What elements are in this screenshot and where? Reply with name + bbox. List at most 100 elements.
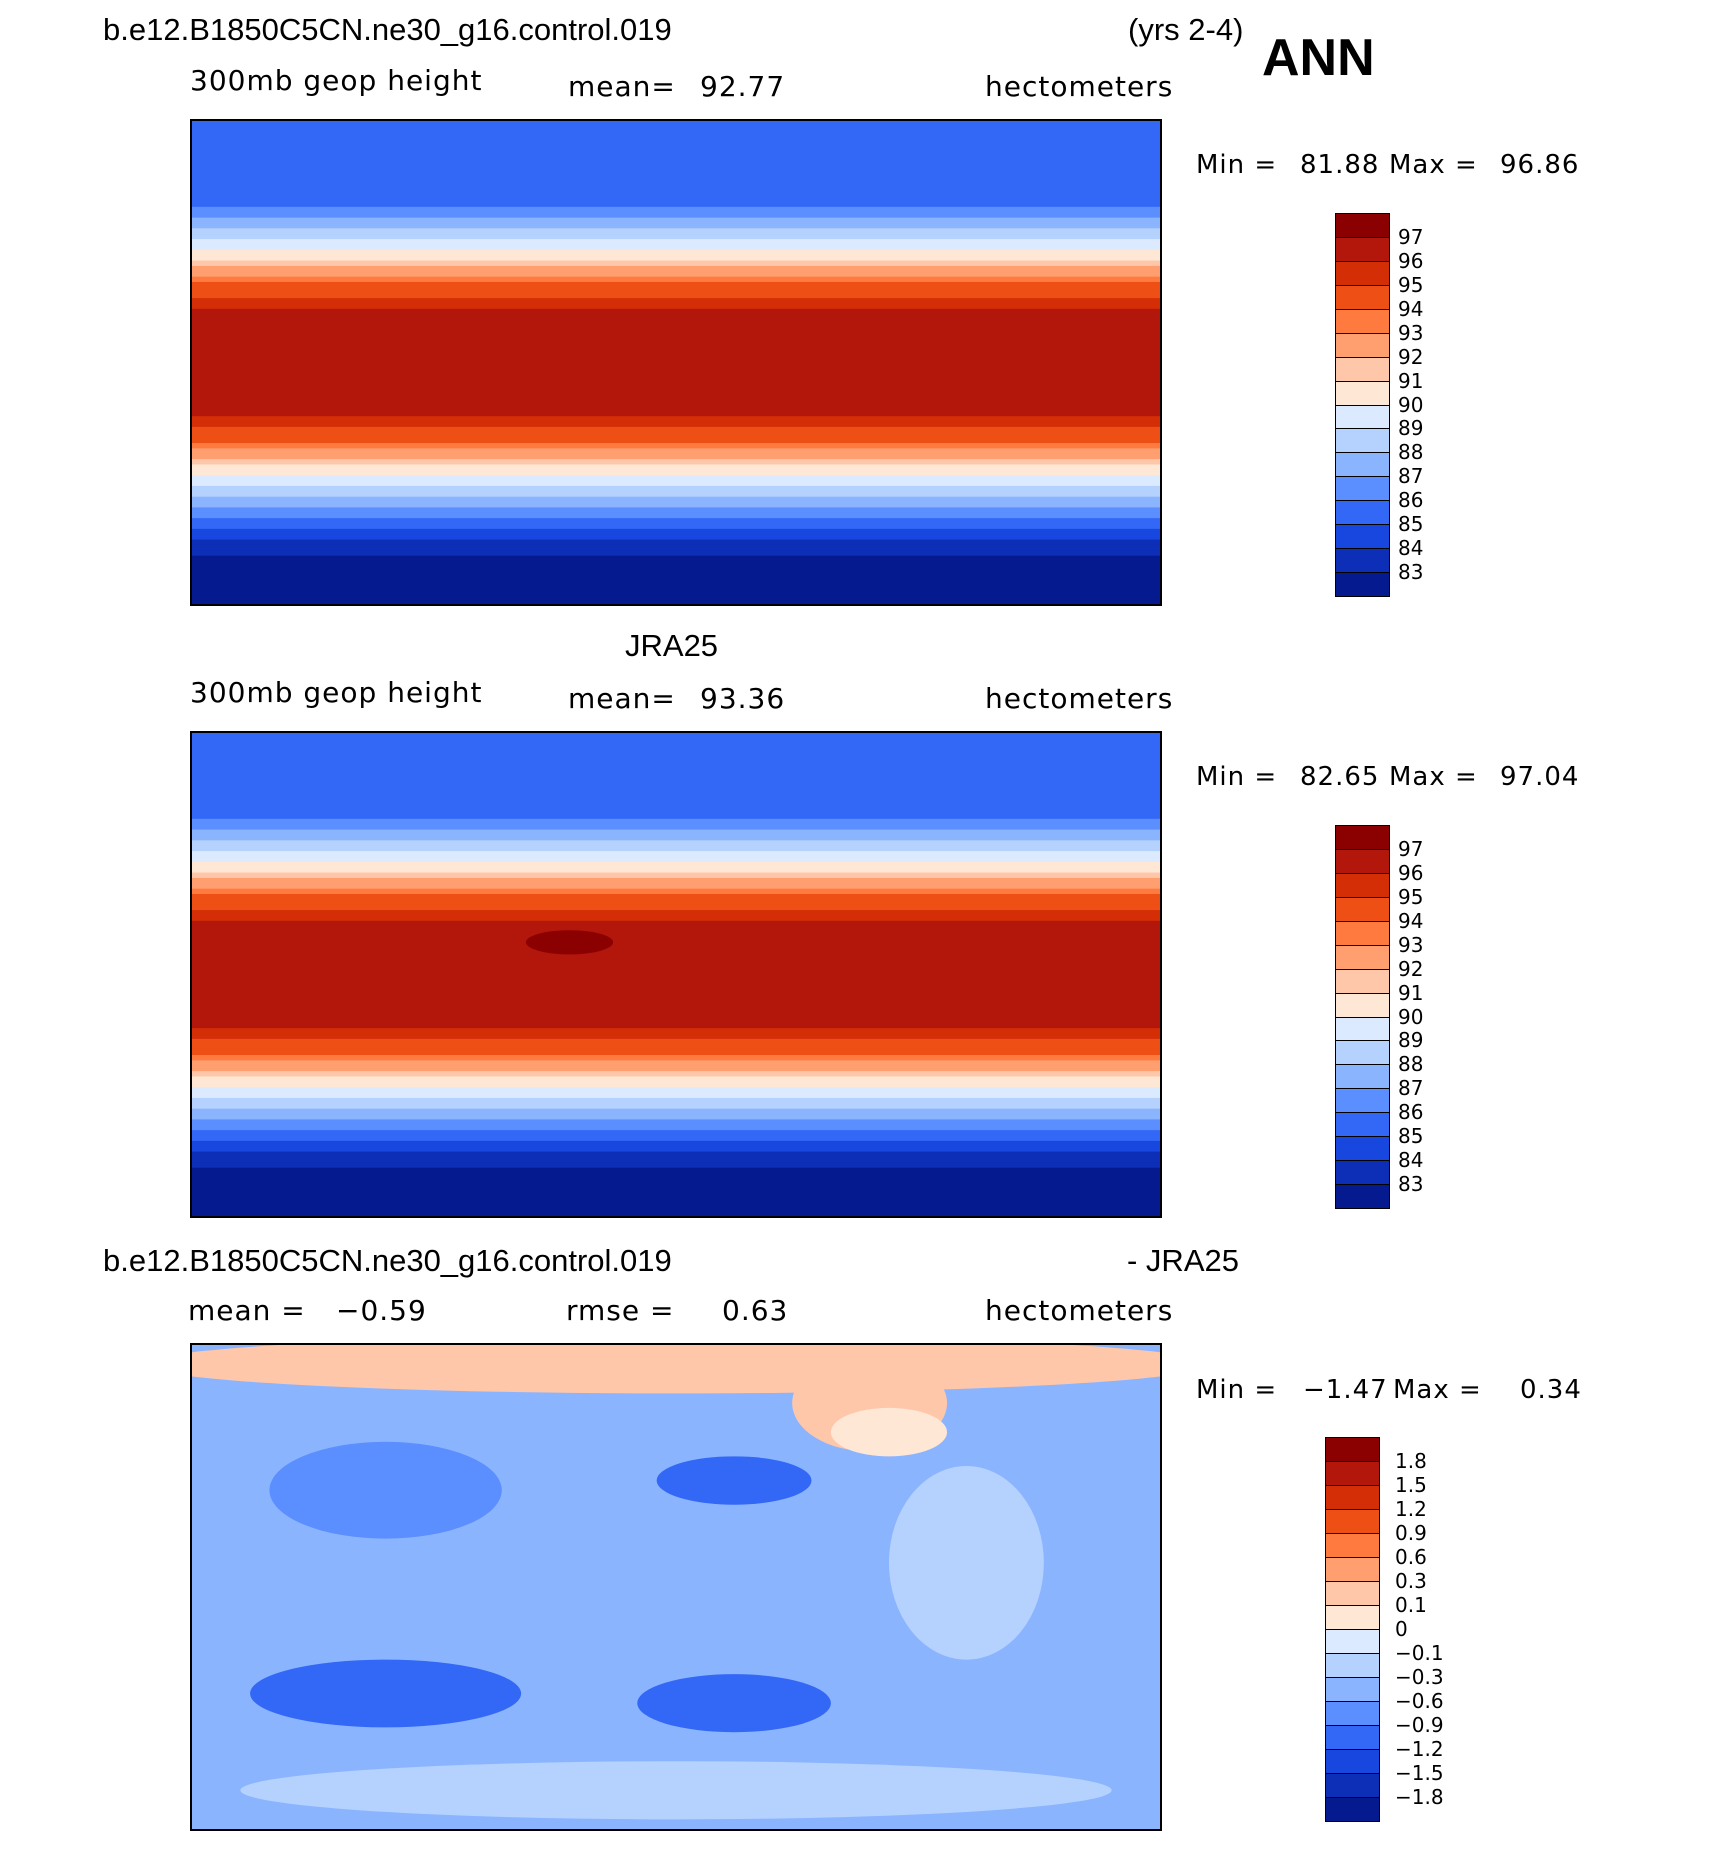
- panel3-map: [190, 1343, 1162, 1831]
- colorbar-label: −1.8: [1395, 1785, 1444, 1809]
- contour-band: [192, 1033, 1160, 1040]
- contour-band: [192, 824, 1160, 831]
- colorbar-label: −0.3: [1395, 1665, 1444, 1689]
- contour-band: [192, 813, 1160, 820]
- contour-band: [192, 861, 1160, 869]
- contour-band: [192, 539, 1160, 546]
- colorbar-label: 0.6: [1395, 1545, 1427, 1569]
- years-label: (yrs 2-4): [1128, 12, 1244, 47]
- contour-band: [192, 448, 1160, 455]
- contour-band: [192, 324, 1160, 332]
- contour-band: [192, 426, 1160, 434]
- contour-band: [192, 400, 1160, 407]
- colorbar-swatch: [1325, 1725, 1380, 1750]
- contour-band: [192, 121, 1160, 128]
- contour-band: [192, 437, 1160, 444]
- colorbar-swatch: [1335, 524, 1390, 550]
- contour-band: [192, 453, 1160, 461]
- contour-band: [192, 770, 1160, 777]
- contour-band: [192, 979, 1160, 987]
- colorbar-label: 86: [1398, 1100, 1424, 1125]
- panel3-max-label: Max =: [1393, 1375, 1482, 1405]
- contour-band: [192, 786, 1160, 794]
- contour-band: [192, 469, 1160, 477]
- contour-band: [192, 743, 1160, 751]
- contour-band: [192, 894, 1160, 901]
- colorbar-swatch: [1335, 213, 1390, 238]
- contour-band: [192, 244, 1160, 251]
- contour-band: [192, 845, 1160, 853]
- colorbar-label: −0.6: [1395, 1689, 1444, 1713]
- panel3-units: hectometers: [985, 1294, 1174, 1327]
- contour-blob: [888, 1466, 1044, 1660]
- contour-band: [192, 1097, 1160, 1105]
- contour-band: [192, 378, 1160, 385]
- colorbar-label: 88: [1398, 440, 1424, 465]
- contour-band: [192, 781, 1160, 788]
- contour-band: [192, 1022, 1160, 1030]
- contour-band: [192, 206, 1160, 214]
- contour-band: [192, 765, 1160, 772]
- contour-band: [192, 1189, 1160, 1196]
- contour-blob: [637, 1674, 831, 1733]
- colorbar-swatch: [1335, 284, 1390, 310]
- contour-band: [192, 555, 1160, 563]
- colorbar-label: 93: [1398, 932, 1424, 957]
- contour-band: [192, 974, 1160, 981]
- contour-band: [192, 958, 1160, 965]
- contour-band: [192, 1103, 1160, 1110]
- colorbar-swatch: [1325, 1653, 1380, 1678]
- contour-band: [192, 239, 1160, 246]
- contour-band: [192, 180, 1160, 187]
- colorbar-swatch: [1325, 1581, 1380, 1606]
- contour-band: [192, 502, 1160, 509]
- panel3-min-value: −1.47: [1303, 1375, 1388, 1405]
- colorbar-label: 96: [1398, 860, 1424, 885]
- contour-band: [192, 421, 1160, 428]
- contour-band: [192, 432, 1160, 439]
- contour-band: [192, 1183, 1160, 1191]
- panel2-min-label: Min =: [1196, 762, 1278, 792]
- contour-band: [192, 749, 1160, 756]
- colorbar-swatch: [1335, 1088, 1390, 1114]
- contour-band: [192, 1178, 1160, 1185]
- panel1-mean-value: 92.77: [700, 70, 786, 103]
- colorbar-swatch: [1325, 1797, 1380, 1822]
- contour-band: [192, 1140, 1160, 1148]
- contour-band: [192, 1151, 1160, 1158]
- panel3-mean-value: −0.59: [336, 1294, 427, 1327]
- contour-band: [192, 926, 1160, 933]
- panel3-rmse-label: rmse =: [566, 1294, 675, 1327]
- contour-band: [192, 990, 1160, 997]
- contour-band: [192, 276, 1160, 283]
- panel2-mean-value: 93.36: [700, 682, 786, 715]
- panel3-title-right: - JRA25: [1127, 1243, 1239, 1278]
- contour-band: [192, 969, 1160, 976]
- contour-band: [192, 593, 1160, 600]
- contour-band: [192, 1012, 1160, 1019]
- contour-band: [192, 899, 1160, 906]
- colorbar-swatch: [1325, 1557, 1380, 1582]
- contour-band: [192, 410, 1160, 418]
- contour-band: [192, 598, 1160, 604]
- contour-band: [192, 1146, 1160, 1153]
- contour-band: [192, 351, 1160, 359]
- contour-band: [192, 561, 1160, 568]
- colorbar-label: 85: [1398, 512, 1424, 537]
- contour-band: [192, 534, 1160, 541]
- map-field: [192, 733, 1160, 1216]
- contour-band: [192, 566, 1160, 573]
- colorbar-label: 95: [1398, 272, 1424, 297]
- contour-band: [192, 233, 1160, 241]
- colorbar-label: 97: [1398, 224, 1424, 249]
- colorbar-label: 85: [1398, 1124, 1424, 1149]
- contour-band: [192, 1173, 1160, 1180]
- contour-band: [192, 260, 1160, 267]
- colorbar-label: 90: [1398, 392, 1424, 417]
- contour-band: [192, 142, 1160, 149]
- contour-band: [192, 485, 1160, 493]
- contour-band: [192, 496, 1160, 504]
- contour-band: [192, 126, 1160, 133]
- colorbar-label: −1.2: [1395, 1737, 1444, 1761]
- contour-band: [192, 840, 1160, 847]
